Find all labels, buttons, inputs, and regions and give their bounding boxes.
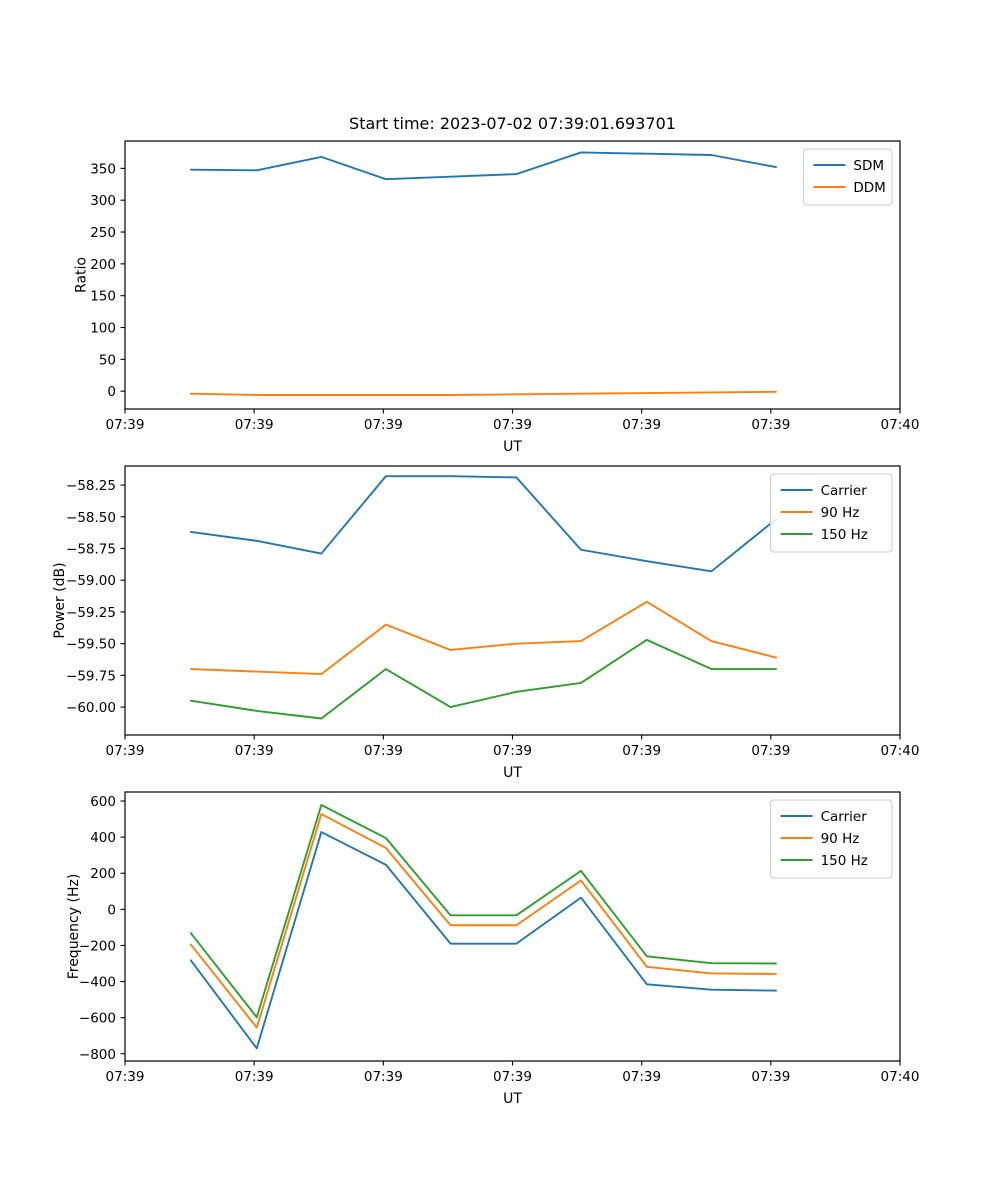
legend-label-150-hz: 150 Hz: [821, 853, 868, 869]
axes-frame: [124, 140, 901, 410]
y-tick-label: −60.00: [66, 700, 116, 716]
x-tick-label: 07:39: [235, 417, 274, 433]
x-tick-label: 07:39: [751, 743, 790, 759]
data-line-carrier: [189, 831, 777, 1050]
y-tick-label: 100: [90, 321, 116, 337]
x-tick-label: 07:39: [493, 417, 532, 433]
x-tick-label: 07:39: [364, 417, 403, 433]
y-tick-label: 300: [90, 193, 116, 209]
legend-label-150-hz: 150 Hz: [821, 527, 868, 543]
y-tick-label: 200: [90, 866, 116, 882]
y-tick-label: −59.00: [66, 573, 116, 589]
y-tick-label: 0: [107, 384, 116, 400]
y-tick-label: 150: [90, 289, 116, 305]
x-tick-label: 07:39: [364, 1069, 403, 1085]
y-tick-label: −400: [79, 975, 116, 991]
y-tick-label: 0: [107, 902, 116, 918]
y-tick-label: −800: [79, 1047, 116, 1063]
legend: Carrier 90 Hz 150 Hz: [770, 799, 893, 879]
data-line-ddm: [189, 390, 777, 396]
x-axis-label: UT: [503, 439, 522, 455]
y-axis-label: Frequency (Hz): [66, 874, 82, 980]
subplot-ratio-plot: Start time: 2023-07-02 07:39:01.693701 07…: [73, 114, 919, 455]
legend-box: [770, 473, 893, 553]
x-tick-label: 07:39: [235, 743, 274, 759]
data-line-sdm: [189, 151, 777, 181]
y-tick-label: 600: [90, 794, 116, 810]
subplot-power-plot: 07:39 07:39 07:39 07:39 07:39 07:39 07:40 −58.2…: [52, 465, 920, 781]
x-tick-label: 07:39: [235, 1069, 274, 1085]
x-tick-label: 07:39: [364, 743, 403, 759]
y-tick-label: −58.25: [66, 478, 116, 494]
y-tick-label: 400: [90, 830, 116, 846]
x-tick-label: 07:39: [622, 417, 661, 433]
legend-label-sdm: SDM: [853, 158, 884, 174]
x-tick-label: 07:40: [881, 417, 920, 433]
x-tick-label: 07:39: [106, 1069, 145, 1085]
legend-label-90-hz: 90 Hz: [821, 831, 860, 847]
legend-box: [802, 148, 893, 206]
x-tick-label: 07:39: [751, 417, 790, 433]
legend-label-ddm: DDM: [853, 180, 885, 196]
y-tick-label: 250: [90, 225, 116, 241]
subplot-frequency-plot: 07:39 07:39 07:39 07:39 07:39 07:39 07:40 −800 −…: [66, 791, 920, 1107]
y-tick-label: −58.50: [66, 510, 116, 526]
y-tick-label: −58.75: [66, 541, 116, 557]
y-tick-label: 350: [90, 161, 116, 177]
data-line-90-hz: [189, 600, 777, 676]
legend-box: [770, 799, 893, 879]
plot-title: Start time: 2023-07-02 07:39:01.693701: [349, 114, 676, 133]
x-tick-label: 07:39: [493, 743, 532, 759]
x-tick-label: 07:39: [751, 1069, 790, 1085]
y-tick-label: 50: [99, 352, 116, 368]
legend: SDM DDM: [802, 148, 893, 206]
data-line-150-hz: [189, 638, 777, 720]
x-axis-label: UT: [503, 1091, 522, 1107]
x-tick-label: 07:39: [106, 743, 145, 759]
legend-label-carrier: Carrier: [821, 483, 868, 499]
y-tick-label: −59.25: [66, 605, 116, 621]
data-line-carrier: [189, 475, 777, 573]
legend-label-carrier: Carrier: [821, 809, 868, 825]
data-line-90-hz: [189, 813, 777, 1029]
x-tick-label: 07:40: [881, 1069, 920, 1085]
y-tick-label: −200: [79, 938, 116, 954]
data-line-150-hz: [189, 804, 777, 1019]
legend: Carrier 90 Hz 150 Hz: [770, 473, 893, 553]
y-axis-label: Power (dB): [52, 562, 68, 638]
x-tick-label: 07:40: [881, 743, 920, 759]
y-tick-label: −600: [79, 1011, 116, 1027]
y-tick-label: −59.50: [66, 637, 116, 653]
y-tick-label: 200: [90, 257, 116, 273]
x-tick-label: 07:39: [106, 417, 145, 433]
x-tick-label: 07:39: [622, 743, 661, 759]
legend-label-90-hz: 90 Hz: [821, 505, 860, 521]
x-tick-label: 07:39: [622, 1069, 661, 1085]
y-axis-label: Ratio: [73, 257, 89, 293]
x-tick-label: 07:39: [493, 1069, 532, 1085]
y-tick-label: −59.75: [66, 668, 116, 684]
x-axis-label: UT: [503, 765, 522, 781]
